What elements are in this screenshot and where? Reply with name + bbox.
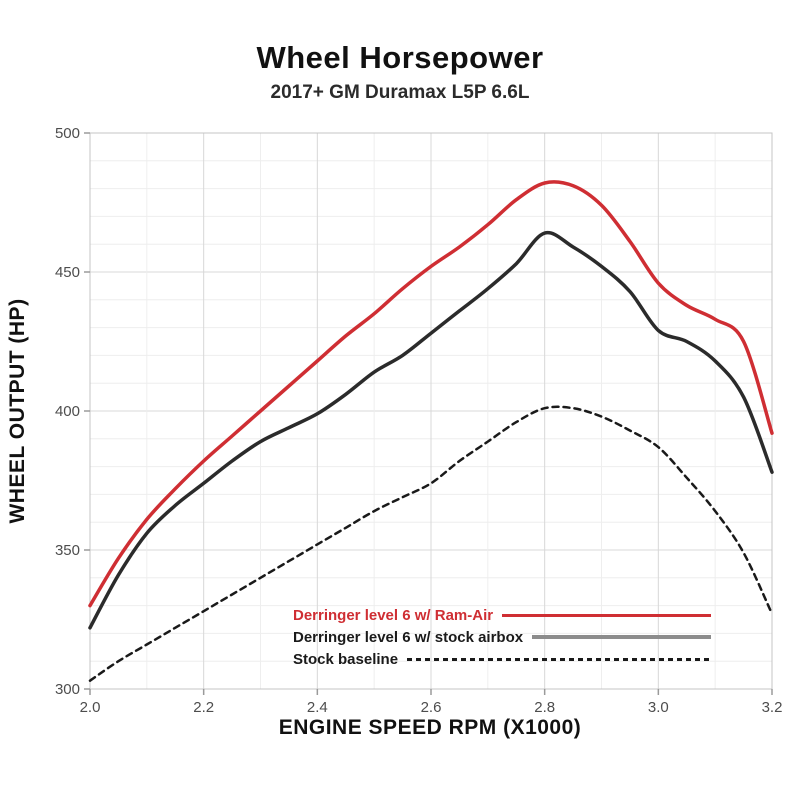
x-tick-label: 3.2	[762, 699, 783, 716]
x-tick-label: 2.4	[307, 699, 328, 716]
y-tick-label: 350	[55, 542, 80, 559]
legend-label-stock-baseline: Stock baseline	[293, 650, 399, 668]
x-tick-label: 3.0	[648, 699, 669, 716]
x-tick-label: 2.6	[421, 699, 442, 716]
legend: Derringer level 6 w/ Ram-Air Derringer l…	[293, 604, 711, 670]
series-stock-airbox	[88, 230, 774, 630]
x-tick-label: 2.0	[80, 699, 101, 716]
axis-ticks	[84, 132, 773, 695]
legend-line-stock-baseline	[407, 657, 711, 661]
chart-title: Wheel Horsepower	[256, 40, 544, 75]
legend-item-stock-airbox: Derringer level 6 w/ stock airbox	[293, 626, 711, 648]
axis-tick-labels: 2.0 2.2 2.4 2.6 2.8 3.0 3.2 300 350 400 450 500	[55, 125, 782, 716]
y-tick-label: 500	[55, 125, 80, 142]
chart-subtitle: 2017+ GM Duramax L5P 6.6L	[270, 82, 530, 103]
legend-line-ram-air	[502, 613, 711, 617]
legend-label-stock-airbox: Derringer level 6 w/ stock airbox	[293, 628, 524, 646]
y-tick-label: 300	[55, 681, 80, 698]
series-stock-baseline	[88, 405, 774, 682]
legend-label-ram-air: Derringer level 6 w/ Ram-Air	[293, 606, 494, 624]
data-curves	[88, 180, 774, 682]
x-tick-label: 2.2	[193, 699, 214, 716]
legend-line-stock-airbox	[532, 635, 711, 639]
y-axis-title: WHEEL OUTPUT (HP)	[6, 298, 29, 523]
legend-item-ram-air: Derringer level 6 w/ Ram-Air	[293, 604, 711, 626]
y-tick-label: 450	[55, 264, 80, 281]
series-ram-air	[88, 180, 774, 608]
legend-item-stock-baseline: Stock baseline	[293, 648, 711, 670]
y-tick-label: 400	[55, 403, 80, 420]
x-axis-title: ENGINE SPEED RPM (X1000)	[278, 716, 582, 739]
x-tick-label: 2.8	[534, 699, 555, 716]
